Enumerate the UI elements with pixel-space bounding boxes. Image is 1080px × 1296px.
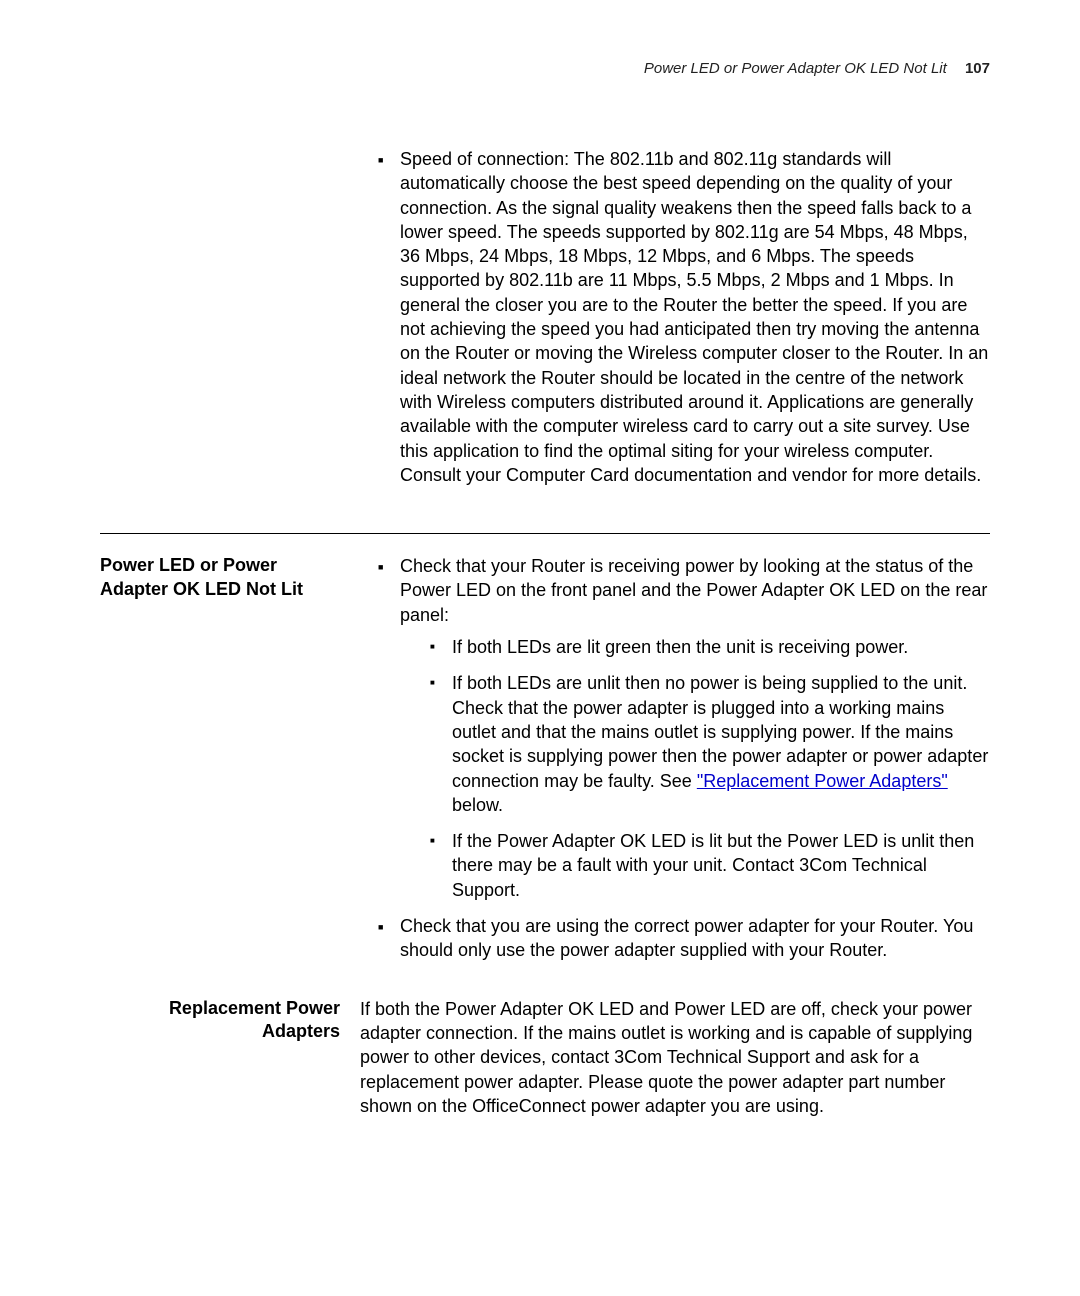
sub-adapter-lit-power-unlit-text: If the Power Adapter OK LED is lit but t… — [452, 831, 974, 900]
sub-both-unlit-after: below. — [452, 795, 503, 815]
sub-adapter-lit-power-unlit: If the Power Adapter OK LED is lit but t… — [430, 829, 990, 902]
speed-of-connection-text: Speed of connection: The 802.11b and 802… — [400, 149, 988, 485]
section-label-power-led: Power LED or Power Adapter OK LED Not Li… — [100, 554, 340, 972]
section-label-replacement-adapters: Replacement Power Adapters — [100, 997, 340, 1118]
intro-block: Speed of connection: The 802.11b and 802… — [360, 147, 990, 497]
sub-both-lit: If both LEDs are lit green then the unit… — [430, 635, 990, 659]
running-header: Power LED or Power Adapter OK LED Not Li… — [100, 60, 990, 77]
section-replacement-body: If both the Power Adapter OK LED and Pow… — [360, 997, 990, 1118]
sub-both-lit-text: If both LEDs are lit green then the unit… — [452, 637, 908, 657]
correct-adapter-bullet: Check that you are using the correct pow… — [378, 914, 990, 963]
speed-of-connection-bullet: Speed of connection: The 802.11b and 802… — [378, 147, 990, 487]
page-number: 107 — [965, 60, 990, 77]
check-power-text: Check that your Router is receiving powe… — [400, 556, 987, 625]
running-header-title: Power LED or Power Adapter OK LED Not Li… — [644, 60, 947, 77]
replacement-power-adapters-link[interactable]: "Replacement Power Adapters" — [697, 771, 948, 791]
section-divider — [100, 533, 990, 534]
correct-adapter-text: Check that you are using the correct pow… — [400, 916, 973, 960]
section-power-led-body: Check that your Router is receiving powe… — [360, 554, 990, 972]
sub-both-unlit: If both LEDs are unlit then no power is … — [430, 671, 990, 817]
replacement-para: If both the Power Adapter OK LED and Pow… — [360, 999, 972, 1116]
check-power-bullet: Check that your Router is receiving powe… — [378, 554, 990, 902]
